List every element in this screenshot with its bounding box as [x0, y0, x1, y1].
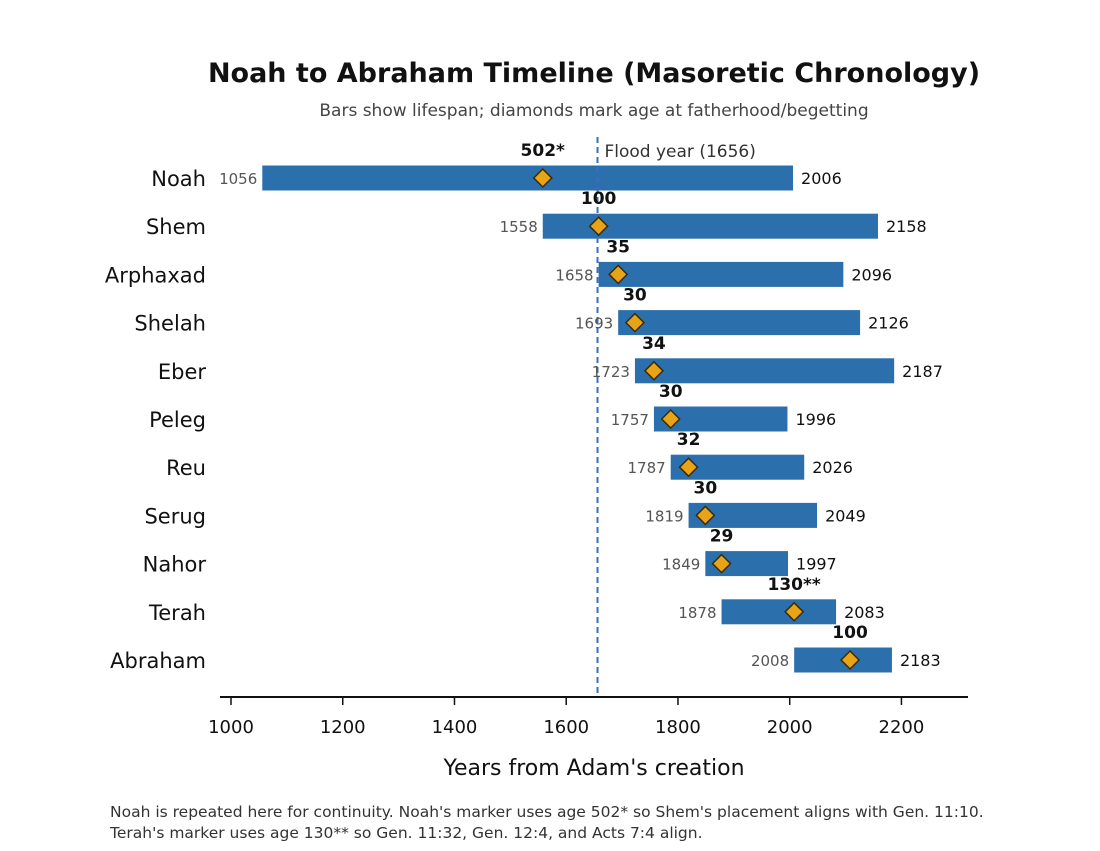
birth-year-label-terah: 1878 [678, 604, 716, 622]
x-tick-label-1200: 1200 [320, 717, 366, 738]
lifespan-bar-shelah [618, 310, 861, 336]
birth-year-label-nahor: 1849 [662, 556, 700, 574]
row-label-abraham: Abraham [110, 649, 206, 673]
lifespan-bar-terah [721, 599, 837, 625]
lifespan-bar-noah [262, 165, 794, 191]
birth-year-label-abraham: 2008 [751, 652, 789, 670]
begetting-age-label-noah: 502* [521, 141, 565, 161]
begetting-age-label-arphaxad: 35 [606, 237, 630, 257]
death-year-label-noah: 2006 [801, 169, 842, 188]
begetting-marker-serug [695, 505, 716, 526]
death-year-label-terah: 2083 [844, 603, 885, 622]
birth-year-label-serug: 1819 [645, 507, 683, 525]
begetting-age-label-terah: 130** [768, 575, 821, 595]
begetting-marker-eber [643, 360, 664, 381]
begetting-age-label-shelah: 30 [623, 286, 647, 306]
begetting-age-label-nahor: 29 [710, 527, 734, 547]
birth-year-label-shelah: 1693 [575, 315, 613, 333]
x-tick-label-1800: 1800 [655, 717, 701, 738]
death-year-label-reu: 2026 [812, 458, 853, 477]
x-tick-label-1600: 1600 [543, 717, 589, 738]
death-year-label-peleg: 1996 [795, 410, 836, 429]
chart-title: Noah to Abraham Timeline (Masoretic Chro… [208, 58, 980, 89]
x-tick-label-1000: 1000 [208, 717, 254, 738]
begetting-marker-abraham [839, 649, 861, 671]
begetting-marker-arphaxad [608, 264, 629, 285]
begetting-marker-peleg [660, 408, 681, 430]
death-year-label-arphaxad: 2096 [851, 265, 892, 284]
death-year-label-serug: 2049 [825, 506, 866, 525]
row-label-reu: Reu [166, 456, 206, 480]
birth-year-label-eber: 1723 [592, 363, 630, 381]
row-label-serug: Serug [144, 504, 206, 528]
flood-year-label: Flood year (1656) [605, 142, 756, 162]
begetting-marker-reu [678, 457, 699, 478]
footnote-noah: Noah is repeated here for continuity. No… [110, 803, 984, 821]
begetting-marker-shem [588, 216, 609, 237]
birth-year-label-noah: 1056 [219, 170, 257, 188]
begetting-marker-shelah [624, 312, 646, 333]
begetting-marker-terah [784, 601, 805, 622]
footnote-terah: Terah's marker uses age 130** so Gen. 11… [110, 824, 703, 842]
begetting-age-label-eber: 34 [642, 334, 666, 354]
x-tick-label-2200: 2200 [879, 717, 925, 738]
row-label-peleg: Peleg [149, 408, 206, 432]
birth-year-label-peleg: 1757 [611, 411, 649, 429]
birth-year-label-shem: 1558 [500, 218, 538, 236]
begetting-age-label-peleg: 30 [659, 382, 683, 402]
bar-labels: Noah 1056 2006 502* Shem 1558 2158 100 Arphaxad 1… [105, 141, 943, 673]
lifespan-bar-arphaxad [598, 261, 844, 287]
begetting-markers [532, 167, 861, 671]
row-label-shelah: Shelah [134, 312, 206, 336]
birth-year-label-arphaxad: 1658 [555, 266, 593, 284]
x-tick-label-1400: 1400 [432, 717, 478, 738]
birth-year-label-reu: 1787 [628, 459, 666, 477]
begetting-age-label-abraham: 100 [832, 623, 868, 643]
row-label-noah: Noah [151, 167, 206, 191]
x-axis: 1000 1200 1400 1600 1800 2000 2200 [208, 696, 968, 738]
chart-subtitle: Bars show lifespan; diamonds mark age at… [319, 101, 868, 121]
begetting-age-label-serug: 30 [694, 478, 718, 498]
death-year-label-eber: 2187 [902, 362, 943, 381]
row-label-arphaxad: Arphaxad [105, 263, 206, 287]
row-label-shem: Shem [146, 215, 206, 239]
begetting-age-label-shem: 100 [581, 189, 617, 209]
begetting-marker-nahor [711, 553, 732, 574]
death-year-label-shem: 2158 [886, 217, 927, 236]
row-label-eber: Eber [158, 360, 207, 384]
x-axis-title: Years from Adam's creation [442, 756, 744, 781]
x-tick-label-2000: 2000 [767, 717, 813, 738]
death-year-label-abraham: 2183 [900, 651, 941, 670]
begetting-marker-noah [532, 167, 553, 189]
begetting-age-label-reu: 32 [677, 430, 701, 450]
row-label-terah: Terah [148, 601, 206, 625]
row-label-nahor: Nahor [143, 553, 207, 577]
lifespan-bar-eber [634, 358, 895, 384]
death-year-label-nahor: 1997 [796, 555, 837, 574]
death-year-label-shelah: 2126 [868, 314, 909, 333]
